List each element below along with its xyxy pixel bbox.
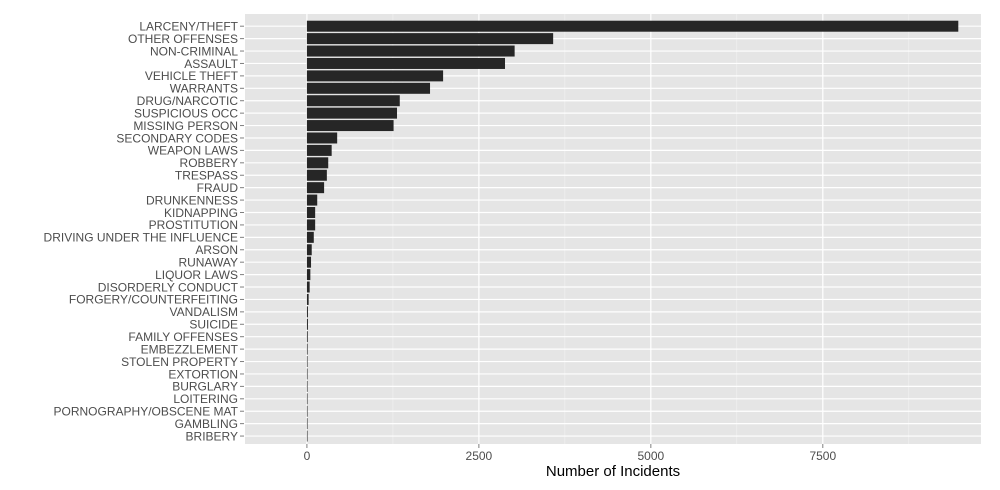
category-label: OTHER OFFENSES (128, 32, 238, 46)
bar (306, 194, 318, 206)
category-label: SUICIDE (189, 318, 238, 332)
category-label: STOLEN PROPERTY (121, 355, 238, 369)
category-label: DRUNKENNESS (146, 193, 238, 207)
category-label: VEHICLE THEFT (145, 69, 239, 83)
category-label: VANDALISM (170, 305, 238, 319)
bar (306, 144, 332, 156)
bar (306, 20, 959, 32)
x-tick-label: 5000 (637, 449, 664, 463)
bar (306, 207, 316, 218)
category-label: LARCENY/THEFT (139, 20, 238, 34)
bar (306, 82, 431, 94)
bar (306, 107, 398, 119)
category-label: FORGERY/COUNTERFEITING (69, 293, 238, 307)
x-axis-title: Number of Incidents (546, 463, 680, 480)
x-tick-label: 7500 (809, 449, 836, 463)
bar (306, 405, 308, 417)
category-label: DRUG/NARCOTIC (137, 94, 239, 108)
category-label: WARRANTS (170, 82, 238, 96)
bar (306, 380, 308, 392)
category-label: PROSTITUTION (149, 218, 238, 232)
bar (306, 256, 312, 268)
bar (306, 306, 308, 318)
bar (306, 418, 308, 430)
bar (306, 293, 309, 305)
bar (306, 269, 311, 281)
x-axis-ticks: 0 2500 5000 7500 (304, 444, 836, 463)
bar (306, 45, 515, 57)
bar (306, 281, 310, 293)
x-tick-label: 0 (304, 449, 311, 463)
category-label: RUNAWAY (178, 255, 238, 269)
category-label: PORNOGRAPHY/OBSCENE MAT (54, 405, 239, 419)
bar (306, 219, 316, 231)
bar (306, 393, 308, 405)
category-label: ROBBERY (180, 156, 238, 170)
category-label: FRAUD (197, 181, 239, 195)
bar (306, 169, 327, 181)
category-label: NON-CRIMINAL (150, 44, 238, 58)
category-label: BRIBERY (186, 429, 238, 443)
category-label: FAMILY OFFENSES (128, 330, 238, 344)
x-tick-label: 2500 (466, 449, 493, 463)
category-label: DISORDERLY CONDUCT (98, 280, 239, 294)
bar (306, 33, 554, 45)
bar (306, 132, 338, 144)
bars (306, 20, 959, 442)
category-label: KIDNAPPING (164, 206, 238, 220)
category-label: ASSAULT (184, 57, 238, 71)
category-label: EXTORTION (168, 367, 238, 381)
category-label: ARSON (195, 243, 238, 257)
category-label: EMBEZZLEMENT (141, 342, 239, 356)
category-label: BURGLARY (172, 380, 238, 394)
category-label: SECONDARY CODES (116, 131, 238, 145)
bar (306, 57, 506, 69)
category-label: DRIVING UNDER THE INFLUENCE (44, 231, 238, 245)
bar (306, 120, 394, 132)
bar (306, 244, 312, 256)
category-label: GAMBLING (175, 417, 238, 431)
bar (306, 343, 308, 355)
category-label: LOITERING (173, 392, 238, 406)
bar (306, 182, 325, 194)
bar (306, 70, 444, 82)
bar (306, 318, 308, 330)
bar (306, 430, 308, 442)
bar (306, 368, 308, 380)
bar (306, 231, 314, 243)
category-label: LIQUOR LAWS (155, 268, 238, 282)
bar (306, 157, 329, 169)
category-label: TRESPASS (175, 169, 238, 183)
bar (306, 95, 400, 107)
category-label: WEAPON LAWS (148, 144, 238, 158)
bar (306, 356, 308, 368)
category-label: SUSPICIOUS OCC (134, 106, 238, 120)
bar (306, 331, 308, 343)
category-label: MISSING PERSON (133, 119, 238, 133)
